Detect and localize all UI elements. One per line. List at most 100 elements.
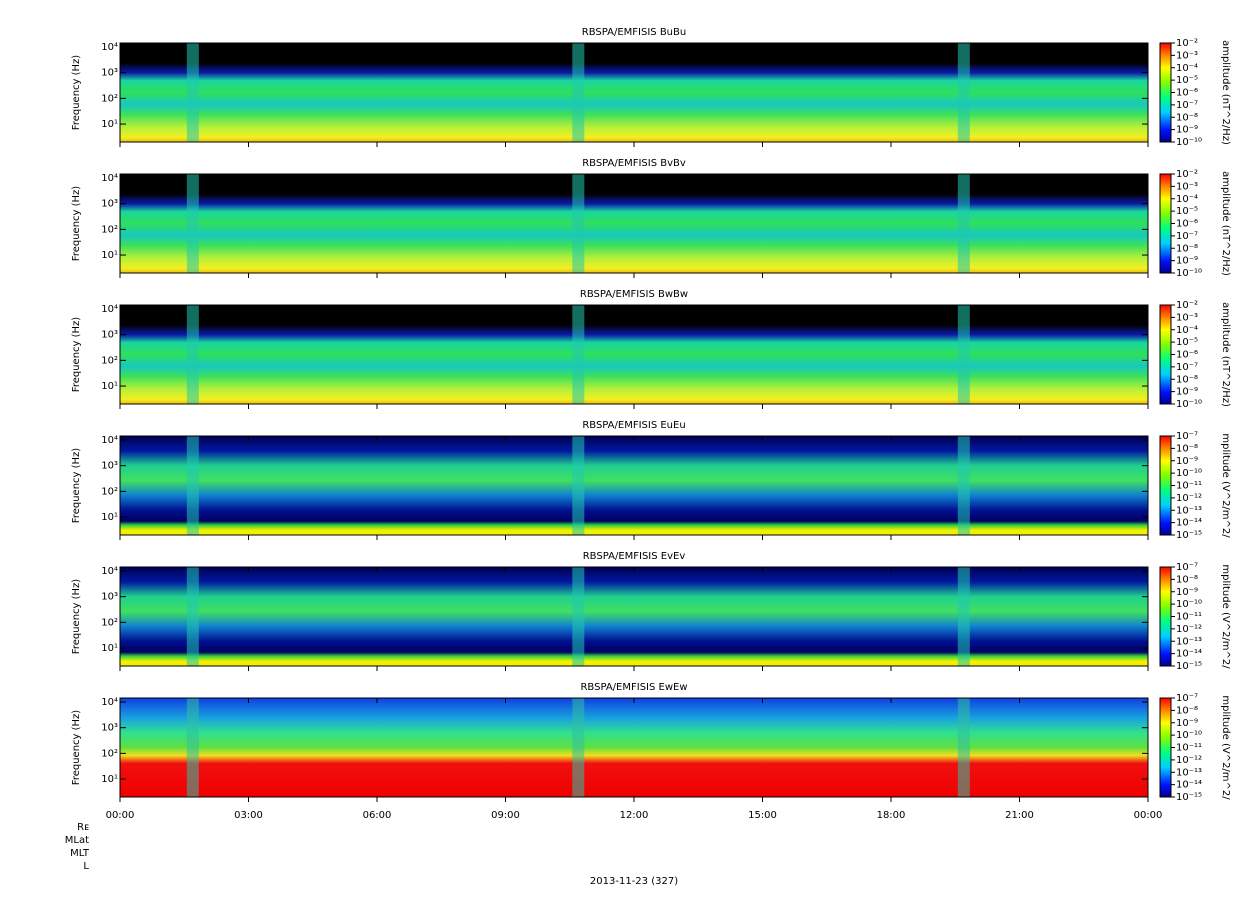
- y-tick-label: 10¹: [101, 381, 118, 392]
- panel-title: RBSPA/EMFISIS EvEv: [583, 551, 686, 562]
- y-axis-label: Frequency (Hz): [71, 710, 82, 786]
- spectrogram: [120, 174, 1148, 273]
- colorbar-label: amplitude (nT^2/Hz): [1220, 171, 1231, 276]
- colorbar-tick-label: 10⁻⁷: [1176, 362, 1198, 373]
- ephemeris-label: Rᴇ: [77, 822, 89, 833]
- colorbar-tick-label: 10⁻¹¹: [1176, 481, 1202, 492]
- spectrogram: [120, 43, 1148, 142]
- spectrogram: [120, 305, 1148, 404]
- colorbar-tick-label: 10⁻¹³: [1176, 505, 1202, 516]
- x-tick-label: 00:00: [106, 810, 135, 821]
- spectrogram-burst: [186, 305, 199, 404]
- colorbar-tick-label: 10⁻²: [1176, 169, 1198, 180]
- colorbar-tick-label: 10⁻⁴: [1176, 63, 1198, 74]
- colorbar-label: mplitude (V^2/m^2/: [1220, 695, 1231, 800]
- colorbar-tick-label: 10⁻⁵: [1176, 75, 1198, 86]
- y-axis-label: Frequency (Hz): [71, 317, 82, 393]
- y-tick-label: 10²: [101, 93, 118, 104]
- colorbar-tick-label: 10⁻⁵: [1176, 337, 1198, 348]
- colorbar-tick-label: 10⁻¹¹: [1176, 612, 1202, 623]
- x-tick-label: 06:00: [363, 810, 392, 821]
- colorbar-tick-label: 10⁻⁶: [1176, 350, 1198, 361]
- x-tick-label: 03:00: [234, 810, 263, 821]
- spectrogram-burst: [572, 436, 585, 535]
- y-tick-label: 10¹: [101, 643, 118, 654]
- colorbar: [1159, 173, 1172, 274]
- y-tick-label: 10⁴: [101, 435, 118, 446]
- colorbar-label: amplitude (nT^2/Hz): [1220, 40, 1231, 145]
- colorbar-tick-label: 10⁻¹²: [1176, 755, 1202, 766]
- spectrogram-burst: [572, 174, 585, 273]
- colorbar-tick-label: 10⁻⁸: [1176, 705, 1198, 716]
- colorbar-tick-label: 10⁻²: [1176, 300, 1198, 311]
- colorbar-tick-label: 10⁻¹⁵: [1176, 792, 1202, 803]
- y-tick-label: 10⁴: [101, 173, 118, 184]
- colorbar-tick-label: 10⁻⁸: [1176, 374, 1198, 385]
- x-tick-label: 00:00: [1134, 810, 1163, 821]
- colorbar-tick-label: 10⁻⁹: [1176, 718, 1198, 729]
- ephemeris-label: MLat: [65, 835, 89, 846]
- panel-title: RBSPA/EMFISIS BwBw: [580, 289, 688, 300]
- spectrogram-burst: [957, 567, 970, 666]
- y-tick-label: 10³: [101, 330, 118, 341]
- colorbar-tick-label: 10⁻⁷: [1176, 231, 1198, 242]
- spectrogram: [120, 567, 1148, 666]
- y-axis-label: Frequency (Hz): [71, 448, 82, 524]
- spectrogram-burst: [957, 698, 970, 797]
- colorbar: [1159, 435, 1172, 536]
- colorbar-tick-label: 10⁻¹¹: [1176, 743, 1202, 754]
- x-tick-label: 18:00: [877, 810, 906, 821]
- y-tick-label: 10³: [101, 68, 118, 79]
- colorbar-tick-label: 10⁻¹⁰: [1176, 468, 1202, 479]
- panel-title: RBSPA/EMFISIS BuBu: [582, 27, 686, 38]
- colorbar-tick-label: 10⁻⁷: [1176, 693, 1198, 704]
- colorbar-tick-label: 10⁻⁹: [1176, 456, 1198, 467]
- ephemeris-label: L: [83, 861, 89, 872]
- colorbar-tick-label: 10⁻¹⁰: [1176, 730, 1202, 741]
- y-tick-label: 10⁴: [101, 304, 118, 315]
- colorbar-tick-label: 10⁻⁸: [1176, 112, 1198, 123]
- colorbar-tick-label: 10⁻⁹: [1176, 387, 1198, 398]
- colorbar-tick-label: 10⁻¹⁵: [1176, 661, 1202, 672]
- spectrogram-burst: [572, 567, 585, 666]
- y-tick-label: 10³: [101, 723, 118, 734]
- panel-title: RBSPA/EMFISIS EwEw: [580, 682, 687, 693]
- colorbar-label: amplitude (nT^2/Hz): [1220, 302, 1231, 407]
- colorbar-tick-label: 10⁻⁵: [1176, 206, 1198, 217]
- spectrogram: [120, 698, 1148, 797]
- spectrogram-burst: [186, 174, 199, 273]
- spectrogram-burst: [957, 305, 970, 404]
- colorbar-tick-label: 10⁻¹³: [1176, 636, 1202, 647]
- colorbar-tick-label: 10⁻¹⁵: [1176, 530, 1202, 541]
- colorbar-tick-label: 10⁻¹⁰: [1176, 599, 1202, 610]
- colorbar-tick-label: 10⁻⁴: [1176, 325, 1198, 336]
- panel-title: RBSPA/EMFISIS EuEu: [582, 420, 685, 431]
- y-axis-label: Frequency (Hz): [71, 186, 82, 262]
- colorbar-tick-label: 10⁻¹⁰: [1176, 268, 1202, 279]
- colorbar-tick-label: 10⁻¹²: [1176, 493, 1202, 504]
- y-tick-label: 10²: [101, 748, 118, 759]
- colorbar-tick-label: 10⁻¹⁴: [1176, 649, 1202, 660]
- x-tick-label: 12:00: [620, 810, 649, 821]
- spectrogram-burst: [572, 698, 585, 797]
- panel-title: RBSPA/EMFISIS BvBv: [582, 158, 686, 169]
- ephemeris-label: MLT: [70, 848, 90, 859]
- colorbar: [1159, 304, 1172, 405]
- y-tick-label: 10³: [101, 199, 118, 210]
- x-tick-label: 09:00: [491, 810, 520, 821]
- colorbar-tick-label: 10⁻²: [1176, 38, 1198, 49]
- spectrogram-burst: [186, 436, 199, 535]
- colorbar-tick-label: 10⁻³: [1176, 50, 1198, 61]
- colorbar-tick-label: 10⁻¹²: [1176, 624, 1202, 635]
- spectrogram-burst: [957, 174, 970, 273]
- colorbar-tick-label: 10⁻⁹: [1176, 587, 1198, 598]
- colorbar-tick-label: 10⁻¹⁰: [1176, 399, 1202, 410]
- colorbar: [1159, 566, 1172, 667]
- y-tick-label: 10³: [101, 592, 118, 603]
- x-tick-label: 21:00: [1005, 810, 1034, 821]
- colorbar-tick-label: 10⁻⁷: [1176, 431, 1198, 442]
- y-tick-label: 10²: [101, 224, 118, 235]
- colorbar-tick-label: 10⁻¹³: [1176, 767, 1202, 778]
- spectrogram: [120, 436, 1148, 535]
